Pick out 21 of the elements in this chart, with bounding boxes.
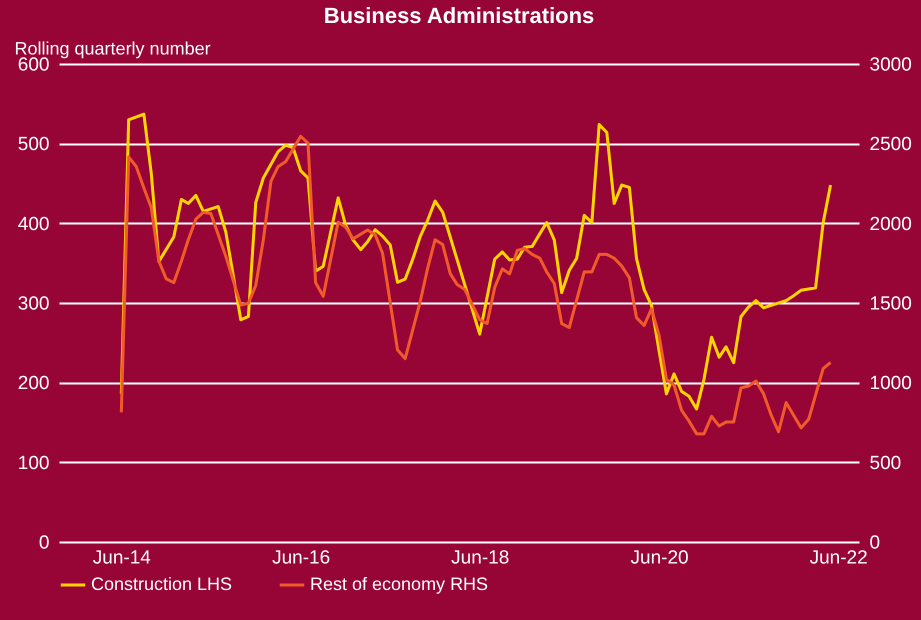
x-tick-label: Jun-14 [92,548,152,568]
y-tick-label: 400 [18,214,50,235]
y2-tick-label: 2000 [870,214,912,235]
y-tick-label: 200 [18,373,50,394]
chart-title: Business Administrations [324,3,594,28]
y-tick-label: 500 [18,134,50,156]
legend-label: Construction LHS [91,574,232,594]
x-tick-label: Jun-20 [630,548,689,568]
x-tick-label: Jun-22 [810,548,868,568]
y2-tick-label: 1000 [870,373,912,394]
y2-tick-label: 0 [870,532,880,554]
y-tick-label: 300 [18,294,50,314]
y2-tick-label: 2500 [870,134,912,156]
y-tick-label: 0 [38,532,50,554]
x-tick-label: Jun-18 [451,548,510,568]
y2-tick-label: 1500 [870,294,912,314]
y2-tick-label: 3000 [870,54,912,76]
y2-tick-label: 500 [870,452,902,474]
y-tick-label: 100 [18,452,50,474]
legend-label: Rest of economy RHS [310,574,488,594]
x-tick-label: Jun-16 [272,548,330,568]
